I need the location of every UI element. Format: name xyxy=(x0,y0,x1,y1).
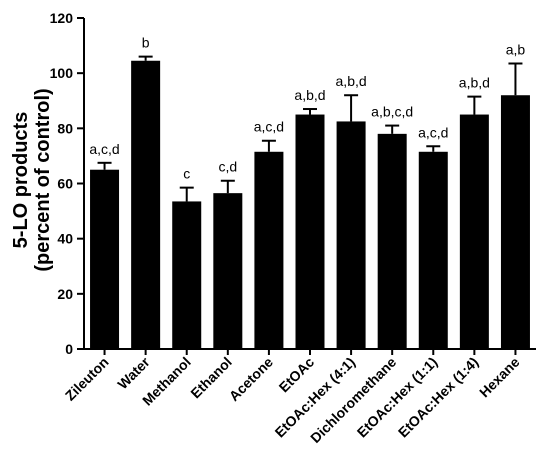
bar-4 xyxy=(254,151,284,349)
bar-3 xyxy=(213,193,243,349)
y-tick-label-5: 100 xyxy=(50,65,74,81)
significance-label-9: a,b,d xyxy=(459,75,490,91)
significance-label-2: c xyxy=(183,166,190,182)
significance-label-8: a,c,d xyxy=(418,124,448,140)
x-tick-label-10: Hexane xyxy=(476,354,523,401)
x-tick-label-0: Zileuton xyxy=(62,354,112,404)
y-axis-title: 5-LO products (percent of control) xyxy=(10,88,54,271)
bar-9 xyxy=(459,114,489,350)
y-axis-title-line1: 5-LO products xyxy=(10,112,32,249)
y-axis: 0 20 40 60 80 100 120 xyxy=(50,10,85,357)
y-tick-label-3: 60 xyxy=(57,176,73,192)
x-tick-label-1: Water xyxy=(114,353,153,392)
bar-7 xyxy=(377,133,407,349)
significance-label-4: a,c,d xyxy=(254,119,284,135)
y-tick-label-2: 40 xyxy=(57,231,73,247)
significance-label-1: b xyxy=(142,35,150,51)
bars: a,c,dbc c,da,c,da,b,da,b,da,b,c,da,c,da,b… xyxy=(89,35,530,350)
bar-6 xyxy=(336,121,366,349)
significance-label-7: a,b,c,d xyxy=(371,104,413,120)
y-tick-label-4: 80 xyxy=(57,120,73,136)
y-axis-title-line2: (percent of control) xyxy=(32,88,54,271)
significance-label-5: a,b,d xyxy=(294,87,325,103)
significance-label-3: c,d xyxy=(218,159,237,175)
significance-label-0: a,c,d xyxy=(89,141,119,157)
y-tick-label-6: 120 xyxy=(50,10,74,26)
bar-1 xyxy=(131,60,161,350)
y-tick-label-0: 0 xyxy=(65,341,73,357)
x-tick-label-4: Acetone xyxy=(226,354,277,405)
bar-10 xyxy=(500,95,530,349)
bar-8 xyxy=(418,151,448,349)
bar-0 xyxy=(90,169,120,349)
significance-label-10: a,b xyxy=(506,42,526,58)
y-tick-label-1: 20 xyxy=(57,286,73,302)
bar-5 xyxy=(295,114,325,350)
significance-label-6: a,b,d xyxy=(336,73,367,89)
bar-2 xyxy=(172,201,202,349)
